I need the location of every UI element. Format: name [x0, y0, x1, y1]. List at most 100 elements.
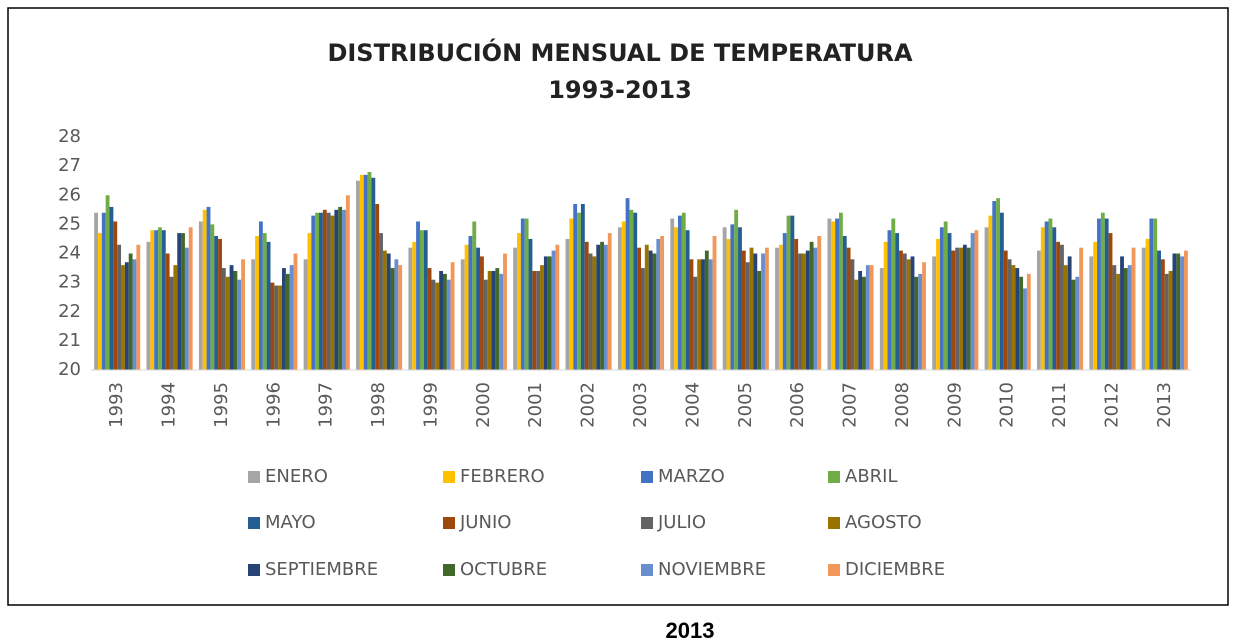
bar — [730, 224, 735, 370]
bar — [681, 212, 686, 370]
bar — [910, 256, 915, 370]
x-tick-label: 2012 — [1101, 382, 1122, 428]
x-tick-label: 1995 — [211, 382, 232, 428]
bar — [169, 276, 174, 370]
bar — [805, 250, 810, 370]
bar — [1011, 265, 1016, 370]
bar — [936, 238, 940, 370]
bar — [895, 233, 900, 370]
bar — [775, 247, 779, 370]
x-tick-label: 1996 — [263, 382, 284, 428]
bar — [375, 203, 380, 370]
bar — [315, 212, 320, 370]
bar — [1160, 259, 1165, 370]
bar — [282, 268, 286, 370]
bar — [685, 230, 690, 370]
bar — [617, 227, 622, 370]
bar — [660, 236, 665, 370]
bar — [460, 259, 465, 370]
bar — [1052, 227, 1057, 370]
bar — [778, 244, 783, 370]
bar — [266, 241, 271, 370]
bar — [1007, 259, 1012, 370]
bar — [270, 282, 275, 370]
bar — [862, 276, 866, 370]
bar — [184, 247, 189, 370]
bar — [899, 250, 903, 370]
bar — [1089, 256, 1094, 370]
bar — [607, 233, 612, 370]
bar — [951, 250, 956, 370]
bar — [625, 198, 630, 370]
x-tick-label: 2006 — [787, 382, 808, 428]
legend-swatch — [248, 564, 260, 576]
x-tick-label: 2001 — [525, 382, 546, 428]
bar — [255, 236, 259, 370]
bar — [906, 259, 911, 370]
bar — [565, 238, 570, 370]
bar — [551, 250, 556, 370]
chart-subtitle: 1993-2013 — [548, 76, 692, 104]
bar — [918, 273, 923, 370]
bar — [210, 224, 215, 370]
bar — [592, 256, 597, 370]
legend-swatch — [828, 517, 840, 529]
bar — [345, 195, 350, 370]
bar — [757, 270, 762, 370]
bar — [513, 247, 518, 370]
bar — [1172, 253, 1177, 370]
bar — [229, 265, 234, 370]
bar — [371, 177, 376, 370]
legend-label: AGOSTO — [845, 512, 922, 533]
x-tick-label: 2010 — [997, 382, 1018, 428]
bar — [386, 253, 391, 370]
bar — [536, 270, 541, 370]
bar — [431, 279, 436, 370]
bar — [914, 276, 919, 370]
legend-swatch — [443, 471, 455, 483]
bar — [1040, 227, 1045, 370]
bar — [817, 236, 822, 370]
bar — [959, 247, 963, 370]
bar — [319, 212, 323, 370]
bar — [503, 253, 507, 370]
bar — [412, 241, 417, 370]
bar — [419, 230, 424, 370]
bar — [1003, 250, 1008, 370]
bar — [547, 256, 552, 370]
bar — [1079, 247, 1084, 370]
bar — [865, 265, 870, 370]
legend-label: NOVIEMBRE — [658, 559, 766, 580]
bar — [996, 198, 1000, 370]
bar — [786, 215, 791, 370]
bar — [869, 265, 874, 370]
bar — [427, 268, 432, 370]
bar — [1019, 276, 1024, 370]
bar — [835, 218, 839, 370]
bar — [801, 253, 806, 370]
bar — [842, 236, 847, 370]
legend-swatch — [641, 564, 653, 576]
bar — [726, 238, 731, 370]
bar — [932, 256, 937, 370]
x-tick-label: 2002 — [578, 382, 599, 428]
bar — [782, 233, 787, 370]
bar — [644, 244, 649, 370]
bar — [1127, 265, 1132, 370]
bar — [439, 270, 443, 370]
bar — [722, 227, 727, 370]
bar — [1060, 244, 1064, 370]
x-tick-label: 2005 — [735, 382, 756, 428]
bar — [528, 238, 533, 370]
bar — [887, 230, 892, 370]
bar — [94, 212, 98, 370]
bar — [943, 221, 948, 370]
bar — [1141, 247, 1146, 370]
bar — [1071, 279, 1076, 370]
bar — [1067, 256, 1072, 370]
bar — [939, 227, 944, 370]
bar — [307, 233, 312, 370]
bar — [1153, 218, 1158, 370]
bar — [984, 227, 989, 370]
